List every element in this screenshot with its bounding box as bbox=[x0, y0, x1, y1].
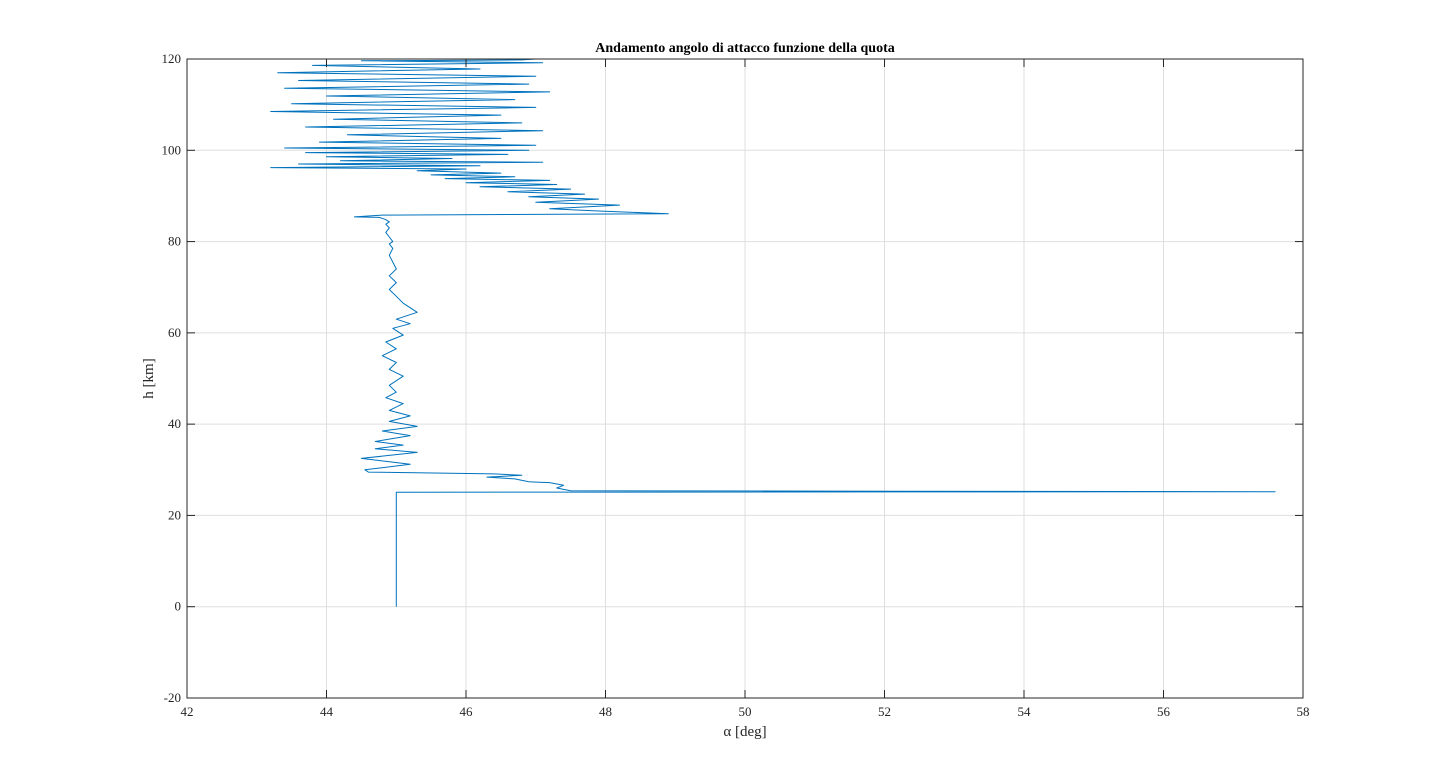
y-tick-label: 0 bbox=[175, 599, 182, 614]
series-layer bbox=[270, 58, 1276, 607]
x-tick-label: 42 bbox=[181, 704, 194, 719]
y-tick-label: 120 bbox=[162, 51, 182, 66]
x-tick-label: 52 bbox=[878, 704, 891, 719]
chart-title: Andamento angolo di attacco funzione del… bbox=[595, 41, 894, 56]
ticks: 42 44 46 48 50 52 54 56 58 -20 0 20 40 60 80 100 120 bbox=[162, 51, 1310, 719]
x-tick-label: 56 bbox=[1157, 704, 1171, 719]
x-tick-label: 58 bbox=[1297, 704, 1310, 719]
x-tick-label: 44 bbox=[320, 704, 334, 719]
y-tick-label: 60 bbox=[168, 325, 181, 340]
y-tick-label: 20 bbox=[168, 507, 181, 522]
y-tick-label: 100 bbox=[162, 142, 182, 157]
x-tick-label: 50 bbox=[739, 704, 752, 719]
y-axis-label: h [km] bbox=[141, 358, 157, 398]
y-tick-label: 40 bbox=[168, 416, 181, 431]
x-axis-label: α [deg] bbox=[723, 724, 766, 740]
x-tick-label: 48 bbox=[599, 704, 612, 719]
x-tick-label: 46 bbox=[460, 704, 474, 719]
x-tick-label: 54 bbox=[1018, 704, 1032, 719]
y-tick-label: 80 bbox=[168, 234, 181, 249]
series-line-0 bbox=[270, 58, 1276, 607]
y-tick-label: -20 bbox=[164, 690, 181, 705]
